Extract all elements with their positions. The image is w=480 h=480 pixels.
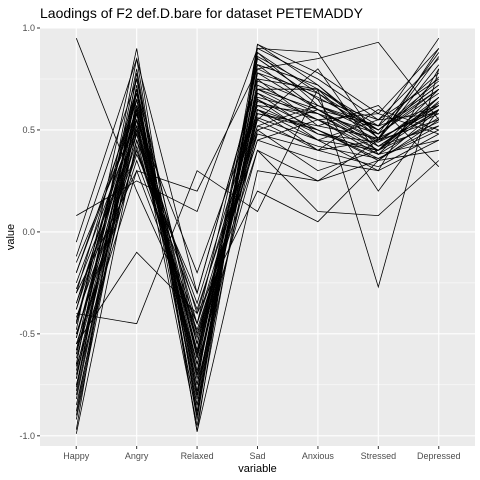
x-axis-ticks: Happy Angry Relaxed Sad Anxious Stressed Depre… xyxy=(63,446,461,461)
y-tick-label: -0.5 xyxy=(19,329,35,339)
series-line-50 xyxy=(75,51,440,416)
series-line-45 xyxy=(75,64,440,400)
x-tick-label: Depressed xyxy=(417,451,461,461)
series-line-43 xyxy=(75,93,439,406)
series-line-42 xyxy=(75,88,440,365)
x-tick-label: Stressed xyxy=(361,451,397,461)
series-line-23 xyxy=(75,133,439,385)
y-axis-label: value xyxy=(5,224,17,250)
series-line-48 xyxy=(75,92,440,351)
x-tick-label: Sad xyxy=(249,451,265,461)
series-line-32 xyxy=(75,109,440,345)
series-line-36 xyxy=(75,57,440,355)
chart-title: Laodings of F2 def.D.bare for dataset PE… xyxy=(40,5,364,21)
series-line-38 xyxy=(75,78,440,335)
series-lines xyxy=(75,37,440,434)
series-line-44 xyxy=(75,84,440,351)
y-tick-label: -1.0 xyxy=(19,431,35,441)
x-tick-label: Happy xyxy=(63,451,90,461)
series-line-46 xyxy=(75,113,439,367)
x-tick-label: Anxious xyxy=(302,451,335,461)
x-tick-label: Angry xyxy=(125,451,149,461)
series-line-49 xyxy=(75,72,439,396)
y-tick-label: 1.0 xyxy=(22,23,35,33)
x-tick-label: Relaxed xyxy=(181,451,214,461)
series-line-31 xyxy=(76,68,440,325)
series-line-41 xyxy=(75,92,440,274)
y-tick-label: 0.0 xyxy=(22,227,35,237)
y-tick-label: 0.5 xyxy=(22,125,35,135)
y-axis-ticks: -1.0 -0.5 0.0 0.5 1.0 xyxy=(19,23,40,441)
x-axis-label: variable xyxy=(238,463,277,475)
